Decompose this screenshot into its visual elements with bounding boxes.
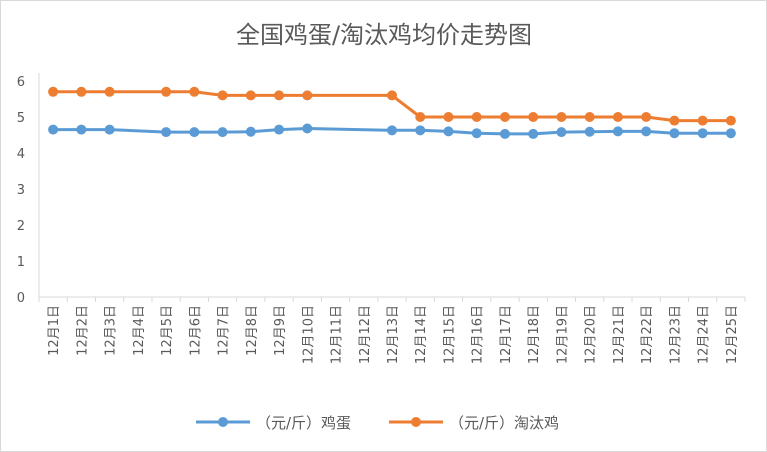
x-tick-label: 12月15日 [442,305,457,364]
data-point [302,123,313,134]
data-point [612,126,623,137]
data-point [584,126,595,137]
series-line [51,127,733,136]
data-point [217,90,228,101]
data-point [471,128,482,139]
data-point [76,86,87,97]
x-tick-label: 12月22日 [640,305,655,364]
x-tick-label: 12月11日 [330,305,345,364]
data-point [556,127,567,138]
series-layer [48,86,736,139]
y-tick-label: 2 [17,219,25,234]
legend-marker [411,417,421,427]
data-point [274,124,285,135]
data-point [104,124,115,135]
data-point [641,126,652,137]
data-point [499,112,510,122]
data-point [697,128,708,139]
axes: 0 1 2 3 4 5 6 12月1日 12月2日 12月3日 12月4日 12月5日 12月6日 12月… [17,73,746,364]
data-point [641,112,652,122]
y-tick-label: 4 [17,147,25,162]
data-point [245,90,256,101]
data-point [443,126,454,137]
data-point [104,86,115,97]
x-tick-label: 12月18日 [527,305,542,364]
y-tick-label: 5 [17,111,25,126]
x-tick-label: 12月24日 [697,305,712,364]
y-tick-label: 1 [17,255,25,270]
data-point [697,115,708,126]
data-point [415,112,426,122]
data-point [725,128,736,139]
data-point [387,90,397,101]
data-point [669,115,680,126]
data-point [189,127,200,138]
x-tick-label: 12月5日 [160,305,175,356]
x-tick-label: 12月2日 [75,305,90,356]
data-point [528,128,539,139]
data-point [189,86,200,97]
x-tick-label: 12月21日 [612,305,627,364]
x-tick-label: 12月13日 [386,305,401,364]
data-point [528,112,539,122]
series-line [51,90,733,123]
x-tick-label: 12月1日 [47,305,62,356]
chart-title: 全国鸡蛋/淘汰鸡均价走势图 [236,21,532,49]
y-tick-label: 0 [17,291,25,306]
x-tick-label: 12月17日 [499,305,514,364]
data-point [302,90,313,101]
data-point [161,86,172,97]
legend-label: （元/斤）鸡蛋 [256,414,351,432]
data-point [48,124,59,135]
legend-label: （元/斤）淘汰鸡 [449,414,559,432]
data-point [556,112,567,122]
legend-marker [218,417,228,427]
x-tick-label: 12月23日 [668,305,683,364]
x-tick-label: 12月4日 [132,305,147,356]
data-point [415,125,426,136]
data-point [387,125,397,136]
x-tick-label: 12月20日 [584,305,599,364]
data-point [274,90,285,101]
data-point [584,112,595,122]
x-tick-label: 12月10日 [301,305,316,364]
x-tick-label: 12月9日 [273,305,288,356]
data-point [443,112,454,122]
data-point [471,112,482,122]
data-point [161,127,172,138]
data-point [48,86,59,97]
x-tick-label: 12月7日 [217,305,232,356]
data-point [499,128,510,139]
x-tick-label: 12月3日 [104,305,119,356]
x-tick-label: 12月19日 [555,305,570,364]
y-tick-label: 6 [17,75,25,90]
data-point [669,128,680,139]
data-point [612,112,623,122]
data-point [725,115,736,126]
data-point [217,127,228,138]
data-point [245,126,256,137]
x-tick-label: 12月6日 [188,305,203,356]
x-tick-label: 12月8日 [245,305,260,356]
data-point [76,124,87,135]
x-tick-label: 12月25日 [725,305,740,364]
legend: （元/斤）鸡蛋 （元/斤）淘汰鸡 [196,414,559,432]
x-tick-label: 12月12日 [358,305,373,364]
y-tick-label: 3 [17,183,25,198]
x-tick-label: 12月14日 [414,305,429,364]
x-tick-label: 12月16日 [471,305,486,364]
